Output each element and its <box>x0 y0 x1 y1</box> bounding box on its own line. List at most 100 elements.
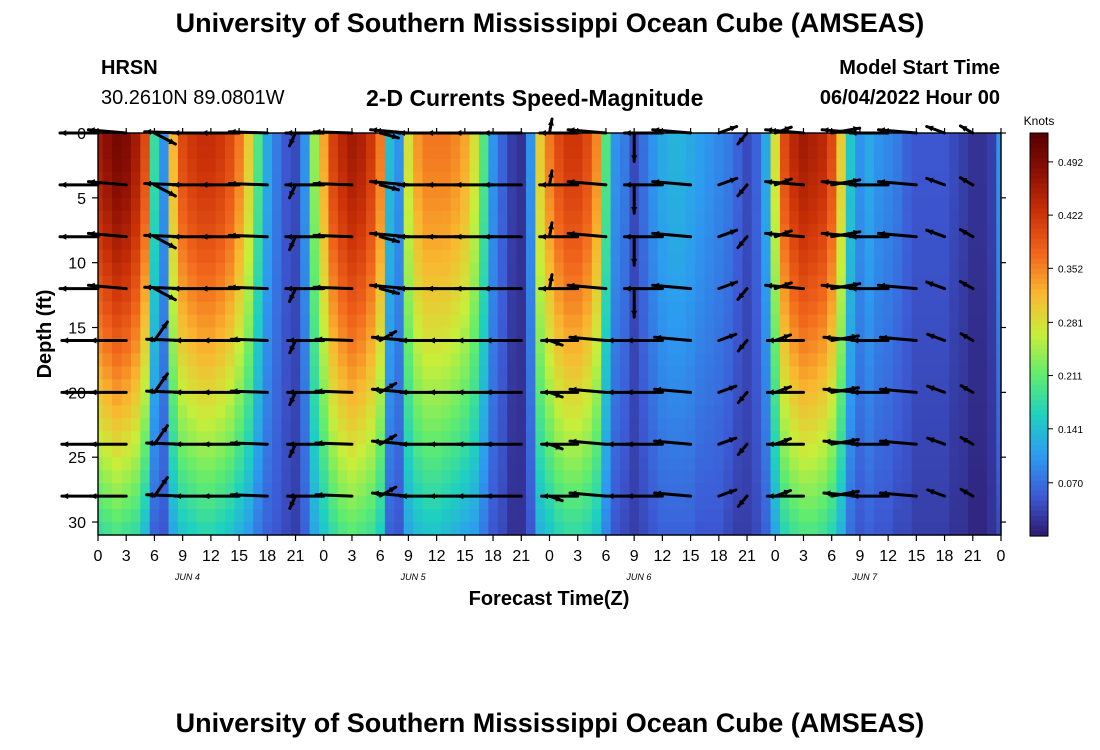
heatmap-cell <box>290 158 301 173</box>
heatmap-cell <box>234 145 245 160</box>
heatmap-cell <box>356 145 367 160</box>
heatmap-cell <box>262 236 273 251</box>
heatmap-cell <box>648 379 659 393</box>
current-vector <box>958 124 975 135</box>
current-vector <box>651 230 693 239</box>
heatmap-cell <box>356 184 367 199</box>
heatmap-cell <box>855 431 866 445</box>
heatmap-cell <box>949 366 960 380</box>
current-vector <box>86 127 128 135</box>
vector-head <box>161 477 168 485</box>
vector-head <box>823 334 831 341</box>
heatmap-cell <box>845 301 856 316</box>
heatmap-cell <box>563 197 574 212</box>
heatmap-cell <box>620 509 631 523</box>
heatmap-cell <box>347 483 358 497</box>
heatmap-cell <box>149 236 160 251</box>
heatmap-cell <box>384 366 395 380</box>
y-tick-label: 0 <box>77 126 86 143</box>
current-vector <box>622 285 664 292</box>
heatmap-cell <box>234 133 245 147</box>
vector-head <box>455 285 462 292</box>
heatmap-cell <box>243 496 254 510</box>
heatmap-cell <box>996 197 1002 212</box>
heatmap-cell <box>309 366 320 380</box>
heatmap-cell <box>544 522 555 536</box>
heatmap-cell <box>478 405 489 419</box>
heatmap-cell <box>535 509 546 523</box>
heatmap-cell <box>836 236 847 251</box>
heatmap-cell <box>262 262 273 277</box>
heatmap-cell <box>112 340 123 355</box>
heatmap-cell <box>939 509 950 523</box>
heatmap-cell <box>394 275 405 290</box>
heatmap-cell <box>337 210 348 225</box>
heatmap-cell <box>130 301 141 316</box>
heatmap-cell <box>591 444 602 458</box>
heatmap-cell <box>469 133 480 147</box>
heatmap-cell <box>921 133 932 147</box>
current-vector <box>288 287 297 303</box>
heatmap-cell <box>450 301 461 316</box>
heatmap-cell <box>779 197 790 212</box>
heatmap-cell <box>996 366 1002 380</box>
heatmap-cell <box>695 470 706 484</box>
heatmap-cell <box>121 197 132 212</box>
heatmap-cell <box>384 197 395 212</box>
heatmap-cell <box>290 145 301 160</box>
heatmap-cell <box>206 431 217 445</box>
plot-title: 2-D Currents Speed-Magnitude <box>366 85 704 111</box>
vector-head <box>61 337 69 344</box>
heatmap-cell <box>460 483 471 497</box>
current-vector <box>959 384 975 394</box>
heatmap-cell <box>422 392 433 406</box>
heatmap-cell <box>892 288 903 303</box>
heatmap-cell <box>864 483 875 497</box>
heatmap-cell <box>375 301 386 316</box>
heatmap-cell <box>159 301 170 316</box>
heatmap-cell <box>911 133 922 147</box>
heatmap-cell <box>460 288 471 303</box>
heatmap-cell <box>591 353 602 368</box>
heatmap-cell <box>450 379 461 393</box>
heatmap-cell <box>177 444 188 458</box>
heatmap-cell <box>441 353 452 368</box>
current-vector <box>631 183 638 215</box>
heatmap-cell <box>262 405 273 419</box>
heatmap-cell <box>281 236 292 251</box>
current-vector <box>314 440 354 447</box>
heatmap-cell <box>892 431 903 445</box>
vector-head <box>88 179 95 186</box>
heatmap-cell <box>657 366 668 380</box>
heatmap-cell <box>309 340 320 355</box>
heatmap-cell <box>281 314 292 329</box>
heatmap-cell <box>243 275 254 290</box>
heatmap-cell <box>130 483 141 497</box>
heatmap-cell <box>751 418 762 432</box>
vector-head <box>455 233 462 240</box>
heatmap-cell <box>845 236 856 251</box>
heatmap-cell <box>319 522 330 536</box>
heatmap-cell <box>121 457 132 471</box>
vector-head <box>285 181 293 188</box>
heatmap-cell <box>262 392 273 406</box>
heatmap-cell <box>977 275 988 290</box>
x-tick-label: 18 <box>484 548 502 565</box>
heatmap-cell <box>695 210 706 225</box>
heatmap-cell <box>939 288 950 303</box>
heatmap-cell <box>253 340 264 355</box>
heatmap-cell <box>958 288 969 303</box>
heatmap-cell <box>732 236 743 251</box>
heatmap-cell <box>723 457 734 471</box>
current-vector <box>152 424 169 446</box>
heatmap-cell <box>911 483 922 497</box>
heatmap-cell <box>140 366 151 380</box>
current-vector <box>378 131 400 140</box>
vector-head <box>428 337 435 344</box>
heatmap-cell <box>290 522 301 536</box>
heatmap-cell <box>582 145 593 160</box>
heatmap-cell <box>384 457 395 471</box>
heatmap-cell <box>234 314 245 329</box>
heatmap-cell <box>337 405 348 419</box>
heatmap-cell <box>535 236 546 251</box>
